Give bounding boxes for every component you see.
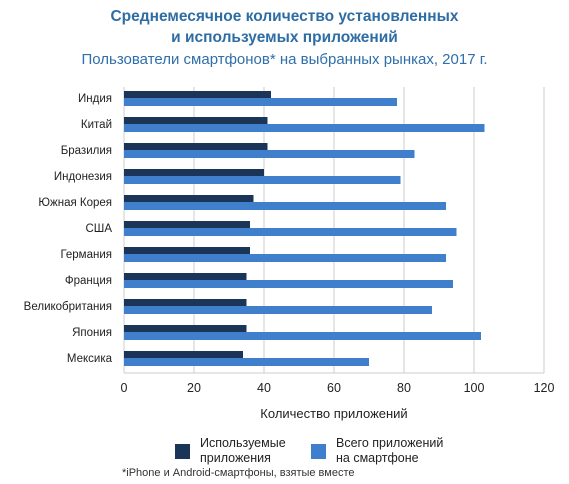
bar-installed xyxy=(124,150,415,158)
chart-subtitle: Пользователи смартфонов* на выбранных ры… xyxy=(81,51,488,68)
bar-used xyxy=(124,325,247,332)
category-label: Южная Корея xyxy=(38,197,112,209)
bar-used xyxy=(124,273,247,280)
bar-installed xyxy=(124,358,369,366)
bar-installed xyxy=(124,306,432,314)
x-tick-label: 80 xyxy=(397,381,411,395)
bar-used xyxy=(124,351,243,358)
legend-swatch-used xyxy=(175,443,190,459)
bar-installed xyxy=(124,124,485,132)
bar-used xyxy=(124,143,268,150)
bar-installed xyxy=(124,332,481,340)
bar-used xyxy=(124,169,264,176)
legend-installed: Всего приложений на смартфоне xyxy=(311,436,443,466)
x-axis-label: Количество приложений xyxy=(260,406,407,421)
category-label: Индонезия xyxy=(54,171,112,183)
x-tick-label: 40 xyxy=(257,381,271,395)
x-tick-label: 20 xyxy=(187,381,201,395)
legend-label-used: Используемые приложения xyxy=(200,436,286,465)
x-tick-label: 0 xyxy=(121,381,128,395)
bar-used xyxy=(124,117,268,124)
category-label: Великобритания xyxy=(24,301,112,313)
bar-used xyxy=(124,195,254,202)
x-tick-label: 60 xyxy=(327,381,341,395)
bar-installed xyxy=(124,254,446,262)
legend-used: Используемые приложения xyxy=(175,436,286,466)
x-tick-label: 100 xyxy=(464,381,485,395)
category-label: Индия xyxy=(78,93,112,105)
category-label: США xyxy=(85,223,112,235)
bar-installed xyxy=(124,176,401,184)
bar-used xyxy=(124,91,271,98)
chart-title-line1: Среднемесячное количество установленных xyxy=(110,8,459,25)
bar-used xyxy=(124,299,247,306)
category-label: Бразилия xyxy=(61,145,112,157)
bar-installed xyxy=(124,228,457,236)
bar-installed xyxy=(124,98,397,106)
chart-title-line2: и используемых приложений xyxy=(171,29,398,46)
category-label: Китай xyxy=(81,119,112,131)
bar-installed xyxy=(124,202,446,210)
legend-label-installed: Всего приложений на смартфоне xyxy=(336,436,444,465)
x-tick-label: 120 xyxy=(534,381,555,395)
category-label: Франция xyxy=(65,275,112,287)
category-label: Япония xyxy=(72,327,112,339)
category-label: Мексика xyxy=(67,353,113,365)
bar-used xyxy=(124,221,250,228)
legend-swatch-installed xyxy=(311,443,326,459)
category-label: Германия xyxy=(60,249,112,261)
bar-used xyxy=(124,247,250,254)
footnote: *iPhone и Android-смартфоны, взятые вмес… xyxy=(122,467,355,479)
bar-installed xyxy=(124,280,453,288)
